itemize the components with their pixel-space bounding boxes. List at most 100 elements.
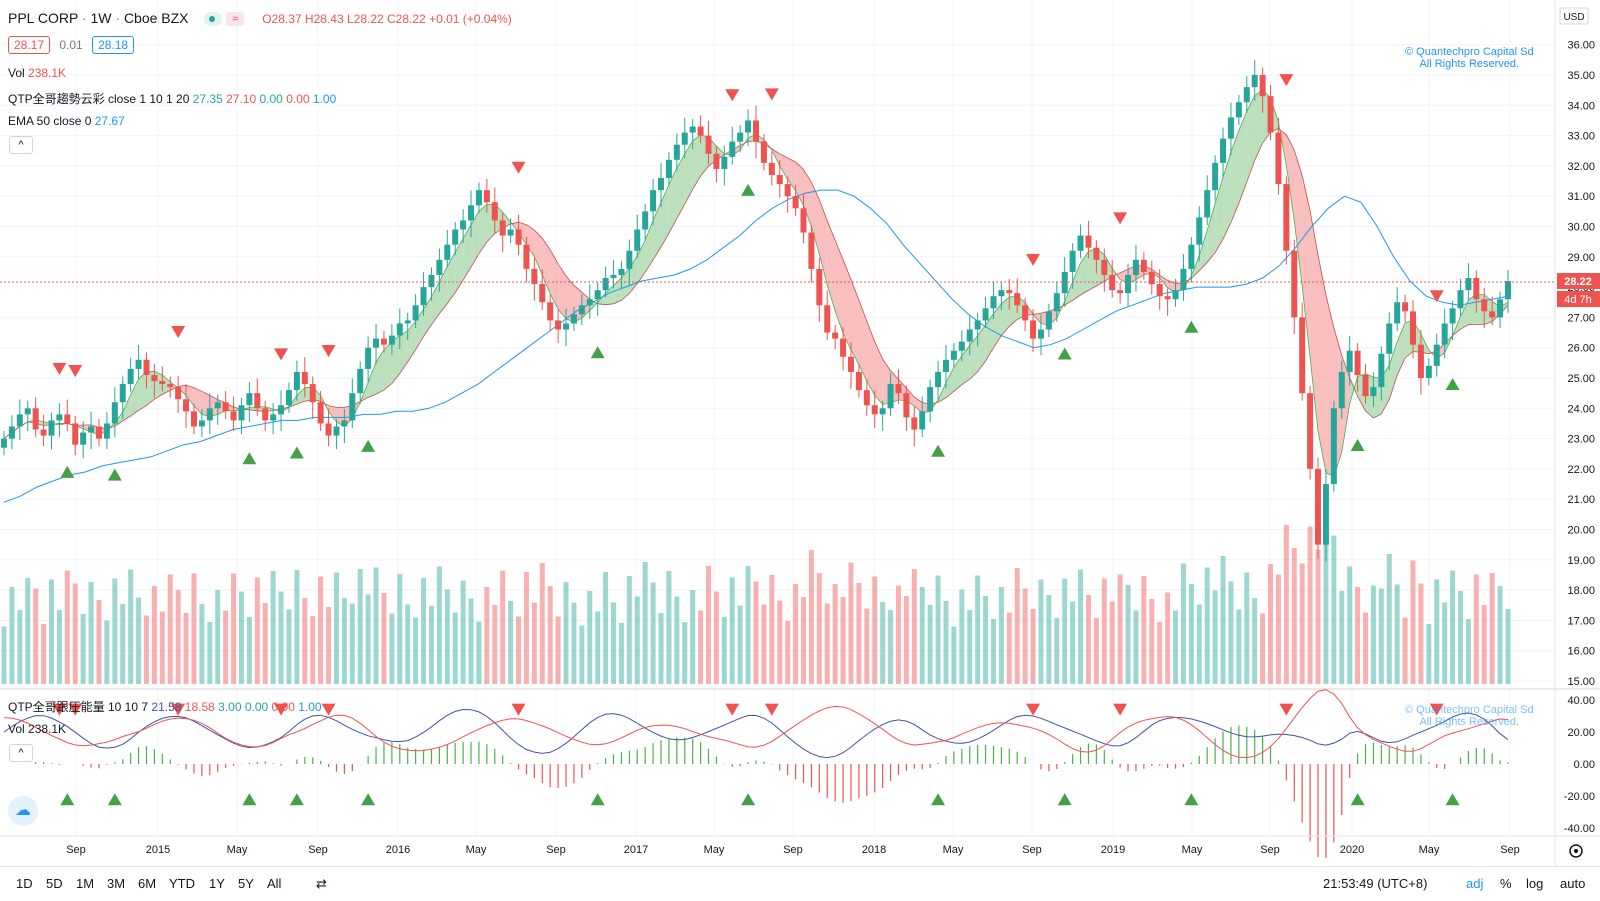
bid-price[interactable]: 28.17 [8, 36, 51, 54]
indicator-legend[interactable]: QTP全哥跟圧能量 10 10 7 21.58 18.58 3.00 0.00 … [8, 698, 322, 715]
currency-badge[interactable] [1559, 7, 1589, 25]
indicator-value-3: 3.00 [218, 700, 242, 714]
candle-body [1267, 96, 1274, 133]
volume-bar [365, 594, 371, 684]
sell-signal-marker [274, 348, 289, 361]
candle-body [1212, 162, 1219, 191]
range-all-button[interactable]: All [267, 876, 282, 891]
volume-bar [555, 616, 561, 684]
volume-bar [1378, 588, 1384, 684]
volume-bar [832, 584, 838, 684]
range-3m-button[interactable]: 3M [107, 876, 126, 891]
candle-body [483, 190, 490, 203]
range-5d-button[interactable]: 5D [46, 876, 63, 891]
time-tick-label: May [1419, 844, 1440, 856]
price-chart[interactable]: 36.00 35.00 34.00 33.00 32.00 31.00 30.00 29.00… [0, 0, 1600, 866]
watermark-line1: © Quantechpro Capital Sd [1405, 46, 1534, 58]
candle-body [1037, 329, 1044, 339]
candle-body [515, 229, 522, 245]
volume-bar [563, 582, 569, 684]
candle-body [737, 132, 744, 142]
adj-toggle[interactable]: adj [1466, 876, 1484, 891]
candle-body [1465, 278, 1472, 291]
volume-bar [1236, 609, 1242, 684]
candle-body [760, 141, 767, 163]
percent-toggle[interactable]: % [1500, 876, 1512, 891]
cloud-segment [874, 341, 883, 405]
volume-bar [1133, 610, 1139, 684]
candle-body [1402, 302, 1409, 312]
volume-bar [1299, 563, 1305, 684]
cloud-segment [550, 249, 559, 310]
candle-body [468, 205, 475, 221]
indicator-volume-legend[interactable]: Vol 238.1K [8, 722, 66, 736]
volume-legend[interactable]: Vol 238.1K [8, 66, 66, 80]
candle-body [1172, 290, 1179, 300]
candle-body [1457, 290, 1464, 309]
volume-bar [428, 606, 434, 684]
sell-signal-marker [171, 325, 186, 338]
candle-body [658, 178, 665, 191]
ema-legend[interactable]: EMA 50 close 0 27.67 [8, 114, 125, 128]
interval-label[interactable]: 1W [90, 10, 112, 26]
volume-bar [413, 617, 419, 684]
volume-bar [840, 597, 846, 684]
watermark: © Quantechpro Capital Sd All Rights Rese… [1405, 46, 1534, 70]
volume-bar [1149, 599, 1155, 684]
settings-gear-icon[interactable] [1569, 844, 1583, 858]
indicator-vol-value: 238.1K [28, 722, 67, 736]
symbol-name[interactable]: PPL CORP [8, 10, 79, 26]
candle-body [800, 208, 807, 233]
volume-bar [199, 604, 205, 684]
cloud-segment [850, 279, 859, 365]
candle-body [64, 414, 71, 424]
candle-body [1481, 299, 1488, 312]
indicator-red-line [3, 689, 1509, 759]
range-5y-button[interactable]: 5Y [238, 876, 254, 891]
range-1d-button[interactable]: 1D [16, 876, 33, 891]
candle-body [990, 296, 997, 309]
market-status-icon[interactable] [204, 12, 223, 27]
indicator-tick-label: 40.00 [1567, 695, 1595, 707]
range-1y-button[interactable]: 1Y [209, 876, 225, 891]
range-1m-button[interactable]: 1M [76, 876, 95, 891]
range-6m-button[interactable]: 6M [138, 876, 157, 891]
auto-toggle[interactable]: auto [1560, 876, 1586, 891]
candle-body [673, 144, 680, 160]
volume-bar [998, 587, 1004, 684]
volume-bar [547, 586, 553, 684]
range-ytd-button[interactable]: YTD [169, 876, 195, 891]
indicator-buy-marker [1184, 793, 1199, 806]
log-toggle[interactable]: log [1526, 876, 1544, 891]
volume-bar [864, 608, 870, 684]
time-axis[interactable]: Sep 2015 May Sep 2016 May Sep 2017 May Sep 2018 May… [66, 844, 1520, 856]
cloud-segment [914, 397, 923, 413]
time-tick-label: 2020 [1340, 844, 1364, 856]
candle-body [927, 387, 934, 412]
volume-bar [80, 614, 86, 684]
candle-body [254, 393, 261, 409]
ask-price[interactable]: 28.18 [92, 36, 135, 54]
goto-date-icon[interactable]: ⇄ [316, 876, 327, 891]
spread-value: 0.01 [59, 38, 83, 52]
volume-bar [72, 583, 78, 684]
volume-bar [143, 615, 149, 684]
price-axis[interactable]: 36.00 35.00 34.00 33.00 32.00 31.00 30.00 29.00… [1567, 40, 1595, 688]
indicator-pane [3, 689, 1509, 858]
candle-body [903, 393, 910, 418]
volume-bar [1093, 618, 1099, 684]
compare-icon[interactable]: ≈ [226, 12, 245, 27]
cloud-segment [811, 182, 820, 254]
collapse-legend-button[interactable]: ^ [9, 136, 33, 154]
tradingview-logo-icon[interactable]: ☁ [8, 796, 38, 826]
candle-body [1307, 393, 1314, 469]
candle-body [1117, 290, 1124, 294]
cloud-segment [296, 387, 305, 405]
candle-body [72, 423, 79, 445]
candle-body [396, 323, 403, 336]
candle-body [626, 250, 633, 269]
ohlc-low: L28.22 [346, 12, 384, 26]
collapse-indicator-button[interactable]: ^ [9, 744, 33, 762]
cloud-legend[interactable]: QTP全哥趨勢云彩 close 1 10 1 20 27.35 27.10 0.… [8, 90, 336, 107]
